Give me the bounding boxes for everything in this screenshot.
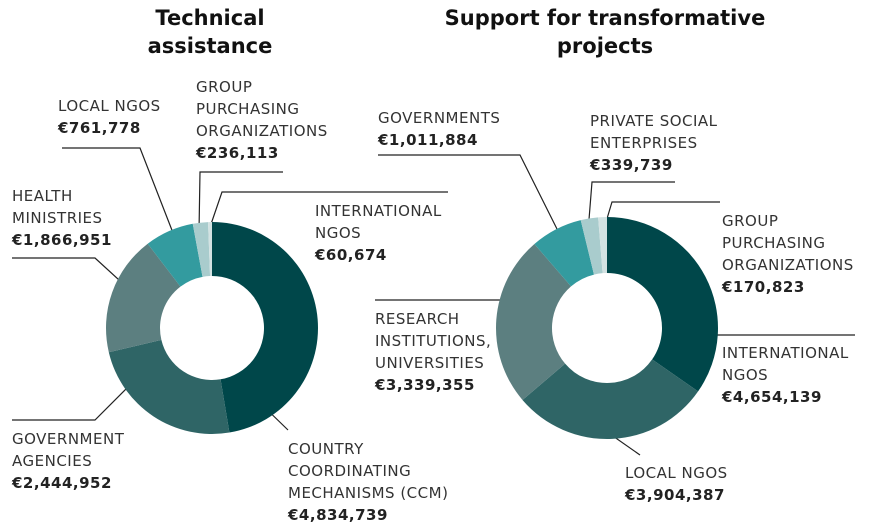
category-name: GOVERNMENTS: [378, 109, 501, 127]
slice: [598, 217, 607, 274]
category-name: INTERNATIONAL NGOS: [315, 202, 442, 242]
leader: [198, 171, 283, 233]
leader: [208, 191, 448, 231]
slice: [212, 222, 318, 433]
slice-label: GOVERNMENTS €1,011,884: [378, 107, 528, 151]
slice-label: INTERNATIONAL NGOS €4,654,139: [722, 342, 862, 408]
category-name: LOCAL NGOS: [625, 464, 728, 482]
category-name: RESEARCH INSTITUTIONS, UNIVERSITIES: [375, 310, 492, 372]
category-name: INTERNATIONAL NGOS: [722, 344, 849, 384]
slice-label: HEALTH MINISTRIES €1,866,951: [12, 185, 122, 251]
category-name: HEALTH MINISTRIES: [12, 187, 103, 227]
slice-label: GROUP PURCHASING ORGANIZATIONS €236,113: [196, 76, 346, 164]
slice-label: RESEARCH INSTITUTIONS, UNIVERSITIES €3,33…: [375, 308, 505, 396]
value-label: €60,674: [315, 246, 387, 264]
value-label: €236,113: [196, 144, 279, 162]
slice: [106, 243, 181, 353]
category-name: GROUP PURCHASING ORGANIZATIONS: [722, 212, 854, 274]
slice-label: GROUP PURCHASING ORGANIZATIONS €170,823: [722, 210, 871, 298]
value-label: €4,834,739: [288, 506, 388, 524]
slice: [208, 222, 212, 277]
value-label: €3,904,387: [625, 486, 725, 504]
category-name: GOVERNMENT AGENCIES: [12, 430, 125, 470]
slice: [580, 217, 603, 275]
leader: [587, 181, 675, 233]
category-name: COUNTRY COORDINATING MECHANISMS (CCM): [288, 440, 449, 502]
leader: [12, 384, 131, 421]
value-label: €170,823: [722, 278, 805, 296]
chart-title: Support for transformative projects: [444, 6, 766, 58]
category-name: GROUP PURCHASING ORGANIZATIONS: [196, 78, 328, 140]
slice: [607, 217, 718, 392]
category-name: PRIVATE SOCIAL ENTERPRISES: [590, 112, 718, 152]
value-label: €1,866,951: [12, 231, 112, 249]
leader: [378, 154, 561, 236]
leader: [62, 147, 176, 239]
value-label: €1,011,884: [378, 131, 478, 149]
slice-label: INTERNATIONAL NGOS €60,674: [315, 200, 455, 266]
value-label: €2,444,952: [12, 474, 112, 492]
slice: [147, 223, 203, 287]
slice-label: LOCAL NGOS €761,778: [58, 95, 168, 139]
slice: [534, 220, 594, 287]
slice: [496, 244, 572, 400]
slice-label: LOCAL NGOS €3,904,387: [625, 462, 745, 506]
slice-label: GOVERNMENT AGENCIES €2,444,952: [12, 428, 152, 494]
leader: [12, 257, 131, 291]
chart-title: Technical assistance: [147, 6, 273, 58]
slice: [192, 222, 211, 277]
slice: [108, 339, 230, 434]
value-label: €339,739: [590, 156, 673, 174]
category-name: LOCAL NGOS: [58, 97, 161, 115]
slice-label: COUNTRY COORDINATING MECHANISMS (CCM) €4,…: [288, 438, 468, 526]
value-label: €3,339,355: [375, 376, 475, 394]
value-label: €4,654,139: [722, 388, 822, 406]
slice: [522, 359, 699, 439]
slice-label: PRIVATE SOCIAL ENTERPRISES €339,739: [590, 110, 740, 176]
value-label: €761,778: [58, 119, 141, 137]
